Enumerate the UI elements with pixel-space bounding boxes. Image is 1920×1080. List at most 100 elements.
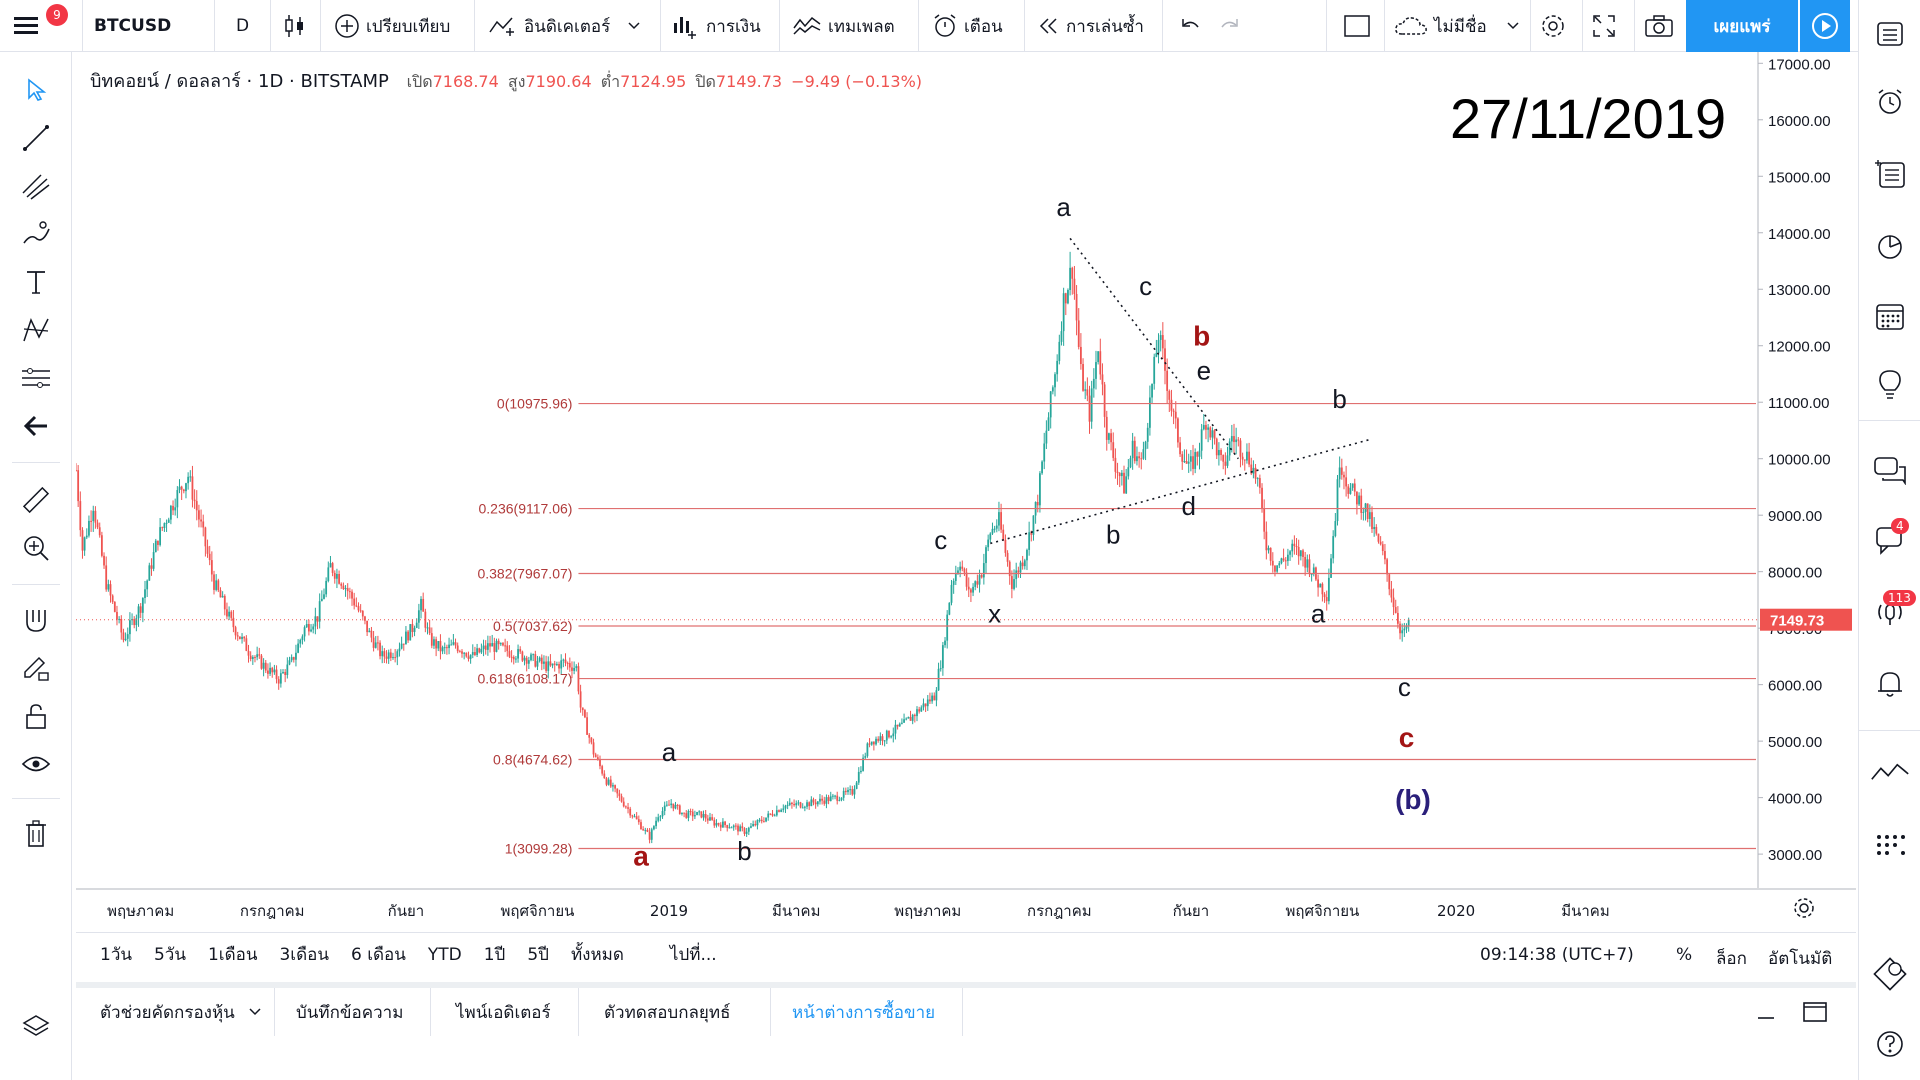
maximize-panel-button[interactable] (1802, 988, 1828, 1036)
chart-type-button[interactable] (284, 0, 306, 52)
indicators-button[interactable]: อินดิเคเตอร์ (488, 0, 640, 52)
candle-body (320, 598, 323, 602)
candle-body (957, 570, 959, 574)
ideas-button[interactable] (1870, 364, 1910, 404)
candle-body (484, 645, 487, 650)
candle-body (353, 598, 356, 606)
candle-body (998, 512, 1000, 526)
range-ytd[interactable]: YTD (427, 944, 462, 965)
object-tree-tool[interactable] (16, 1006, 56, 1046)
fullscreen-button[interactable] (1592, 0, 1616, 52)
candle-body (348, 591, 351, 593)
price-chart[interactable]: 3000.004000.005000.006000.007000.008000.… (76, 52, 1856, 892)
private-chat-button[interactable] (1870, 520, 1910, 560)
candle-body (1032, 515, 1035, 535)
minimize-panel-button[interactable] (1756, 988, 1776, 1036)
candle-body (1071, 267, 1074, 279)
range-all[interactable]: ทั้งหมด (570, 945, 624, 965)
help-button[interactable] (1870, 1024, 1910, 1064)
interval-button[interactable]: D (236, 16, 250, 36)
public-chat-button[interactable] (1870, 450, 1910, 490)
publish-button[interactable]: เผยแพร่ (1686, 0, 1798, 52)
alerts-button[interactable] (1870, 82, 1910, 122)
price-tick-label: 12000.00 (1768, 339, 1831, 356)
range-6m[interactable]: 6 เดือน (350, 945, 406, 965)
tab-screener[interactable]: ตัวช่วยคัดกรองหุ้น (100, 988, 261, 1036)
symbol-search-button[interactable]: BTCUSD (94, 16, 172, 36)
financials-button[interactable]: การเงิน (672, 0, 761, 52)
templates-button[interactable]: เทมเพลต (792, 0, 895, 52)
crypto-button[interactable] (1870, 954, 1910, 994)
object-list-button[interactable] (1870, 824, 1910, 864)
screenshot-button[interactable] (1644, 0, 1674, 52)
remove-drawings-tool[interactable] (16, 814, 56, 854)
menu-button[interactable] (14, 0, 54, 52)
time-axis[interactable]: พฤษภาคม กรกฎาคม กันยา พฤศจิกายน 2019 มีนาคม พฤ… (76, 888, 1856, 928)
range-1y[interactable]: 1ปี (483, 945, 506, 965)
tab-notes[interactable]: บันทึกข้อความ (296, 1002, 404, 1023)
zoom-tool[interactable] (16, 528, 56, 568)
candle-body (689, 811, 692, 813)
fib-tool[interactable] (16, 166, 56, 206)
candle-body (478, 648, 481, 653)
candle-body (1394, 607, 1397, 613)
chat-badge: 4 (1891, 518, 1909, 534)
candle-body (1008, 561, 1011, 577)
depth-of-market-button[interactable] (1870, 752, 1910, 792)
candle-body (618, 793, 621, 797)
watchlist-button[interactable] (1870, 14, 1910, 54)
save-layout-button[interactable]: ไม่มีชื่อ (1394, 0, 1519, 52)
tab-trading-panel[interactable]: หน้าต่างการซื้อขาย (792, 1002, 936, 1023)
ruler-tool[interactable] (16, 480, 56, 520)
candle-body (1267, 547, 1270, 551)
stay-drawing-tool[interactable] (16, 648, 56, 688)
range-5y[interactable]: 5ปี (527, 945, 549, 965)
range-1d[interactable]: 1วัน (100, 945, 132, 965)
candle-body (530, 654, 532, 661)
fib-level-label: 0(10975.96) (497, 396, 573, 412)
chart-pane[interactable]: 3000.004000.005000.006000.007000.008000.… (76, 52, 1856, 892)
range-1m[interactable]: 1เดือน (207, 945, 258, 965)
candle-body (1006, 552, 1009, 562)
candle-body (1131, 440, 1134, 459)
cursor-tool[interactable] (16, 70, 56, 110)
calendar-button[interactable] (1870, 296, 1910, 336)
percent-toggle[interactable]: % (1676, 945, 1693, 965)
goto-button[interactable]: ไปที่... (669, 945, 717, 965)
candle-body (286, 664, 289, 675)
time-tick-label: 2020 (1437, 902, 1475, 920)
log-toggle[interactable]: ล็อก (1716, 949, 1747, 969)
candle-body (139, 606, 142, 613)
compare-button[interactable]: เปรียบเทียบ (334, 0, 450, 52)
candle-body (141, 597, 144, 613)
pattern-tool[interactable] (16, 310, 56, 350)
measure-tool[interactable] (16, 358, 56, 398)
data-window-button[interactable] (1870, 154, 1910, 194)
axis-settings-icon[interactable] (1794, 898, 1814, 918)
replay-button[interactable]: การเล่นซ้ำ (1038, 0, 1144, 52)
candle-body (1082, 364, 1084, 391)
magnet-tool[interactable] (16, 600, 56, 640)
hotlist-button[interactable] (1870, 226, 1910, 266)
undo-button[interactable] (1180, 0, 1202, 52)
lock-tool[interactable] (16, 696, 56, 736)
play-button[interactable] (1800, 0, 1850, 52)
redo-button[interactable] (1218, 0, 1240, 52)
tab-pine-editor[interactable]: ไพน์เอดิเตอร์ (456, 1002, 551, 1023)
range-5d[interactable]: 5วัน (153, 945, 186, 965)
notifications-button[interactable] (1870, 664, 1910, 704)
clock[interactable]: 09:14:38 (UTC+7) (1480, 945, 1634, 965)
alert-button[interactable]: เตือน (932, 0, 1003, 52)
trendline-tool[interactable] (16, 118, 56, 158)
text-tool[interactable] (16, 262, 56, 302)
brush-tool[interactable] (16, 214, 56, 254)
layout-button[interactable] (1344, 0, 1370, 52)
range-3m[interactable]: 3เดือน (279, 945, 329, 965)
auto-toggle[interactable]: อัตโนมัติ (1768, 949, 1833, 969)
candle-body (1002, 529, 1005, 540)
tab-strategy-tester[interactable]: ตัวทดสอบกลยุทธ์ (604, 1002, 731, 1023)
settings-button[interactable] (1540, 0, 1566, 52)
visibility-tool[interactable] (16, 744, 56, 784)
back-tool[interactable] (16, 406, 56, 446)
candle-body (482, 645, 485, 649)
